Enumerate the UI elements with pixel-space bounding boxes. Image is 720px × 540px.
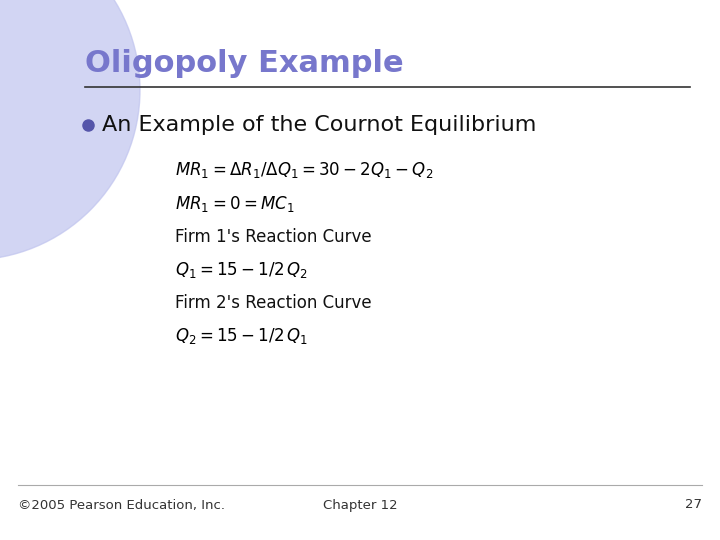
Text: Chapter 12: Chapter 12 [323,498,397,511]
Text: $\mathit{Q}_1=15-1/2\,\mathit{Q}_2$: $\mathit{Q}_1=15-1/2\,\mathit{Q}_2$ [175,260,308,280]
Text: ©2005 Pearson Education, Inc.: ©2005 Pearson Education, Inc. [18,498,225,511]
Text: Oligopoly Example: Oligopoly Example [85,49,404,78]
Text: 27: 27 [685,498,702,511]
Circle shape [0,0,140,260]
Text: Firm 1's Reaction Curve: Firm 1's Reaction Curve [175,228,372,246]
Text: Firm 2's Reaction Curve: Firm 2's Reaction Curve [175,294,372,312]
Text: An Example of the Cournot Equilibrium: An Example of the Cournot Equilibrium [102,115,536,135]
Text: $\mathit{MR}_1=\Delta R_1/\Delta Q_1=30-2\mathit{Q}_1-\mathit{Q}_2$: $\mathit{MR}_1=\Delta R_1/\Delta Q_1=30-… [175,160,433,180]
Text: $\mathit{MR}_1=0=\mathit{MC}_1$: $\mathit{MR}_1=0=\mathit{MC}_1$ [175,194,294,214]
Text: $\mathit{Q}_2=15-1/2\,\mathit{Q}_1$: $\mathit{Q}_2=15-1/2\,\mathit{Q}_1$ [175,326,308,346]
